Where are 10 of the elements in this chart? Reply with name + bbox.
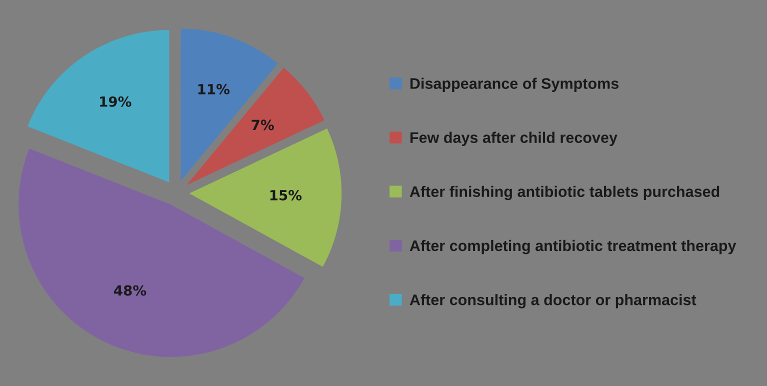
data-label: 19%: [100, 96, 132, 107]
legend-label: After completing antibiotic treatment therapy: [410, 240, 736, 254]
legend-label: Disappearance of Symptoms: [410, 78, 619, 92]
legend-label: Few days after child recovey: [410, 132, 618, 146]
legend-label: After finishing antibiotic tablets purchased: [410, 186, 720, 200]
data-label: 48%: [114, 285, 146, 296]
data-label: 7%: [252, 120, 274, 130]
data-label: 11%: [198, 84, 230, 94]
data-label: 15%: [270, 190, 302, 200]
legend-label: After consulting a doctor or pharmacist: [410, 294, 696, 308]
